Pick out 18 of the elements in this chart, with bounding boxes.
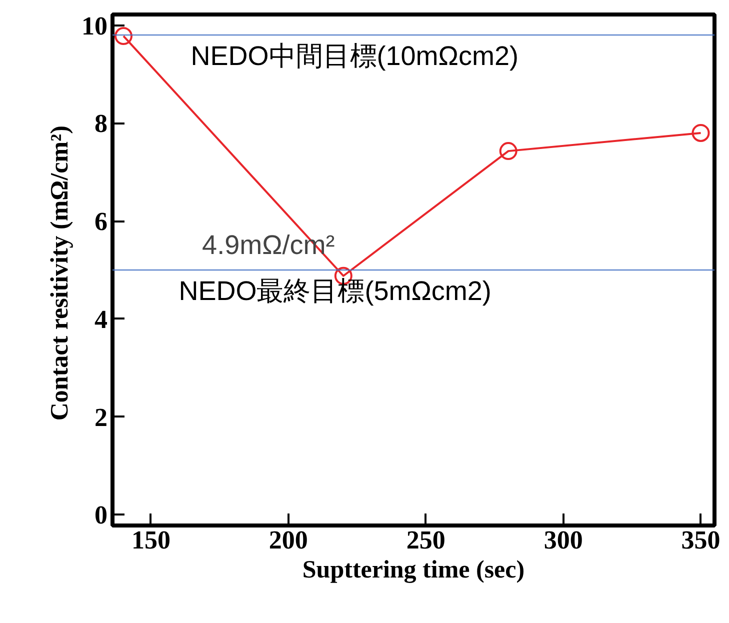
point [114,27,132,46]
x-tick-label: 350 [681,526,720,554]
x-tick-label: 250 [406,526,446,554]
ref-line-label: NEDO中間目標(10mΩcm2) [190,41,518,72]
y-tick-label: 4 [94,304,108,334]
y-tick-label: 0 [94,500,108,530]
x-tick-label: 300 [544,526,583,554]
y-tick-label: 10 [82,11,108,40]
y-tick-label: 8 [94,109,108,138]
y-tick-label: 2 [94,402,108,432]
x-tick-label: 150 [131,526,170,554]
ref-line-label: NEDO最終目標(5mΩcm2) [178,276,492,306]
x-tick-label: 200 [268,526,308,554]
y-tick-label: 6 [94,207,108,236]
point [499,142,518,160]
y-axis-title: Contact resitivity (mΩ/cm²) [46,126,74,421]
x-axis-title: Supttering time (sec) [302,556,525,584]
point [692,124,710,142]
